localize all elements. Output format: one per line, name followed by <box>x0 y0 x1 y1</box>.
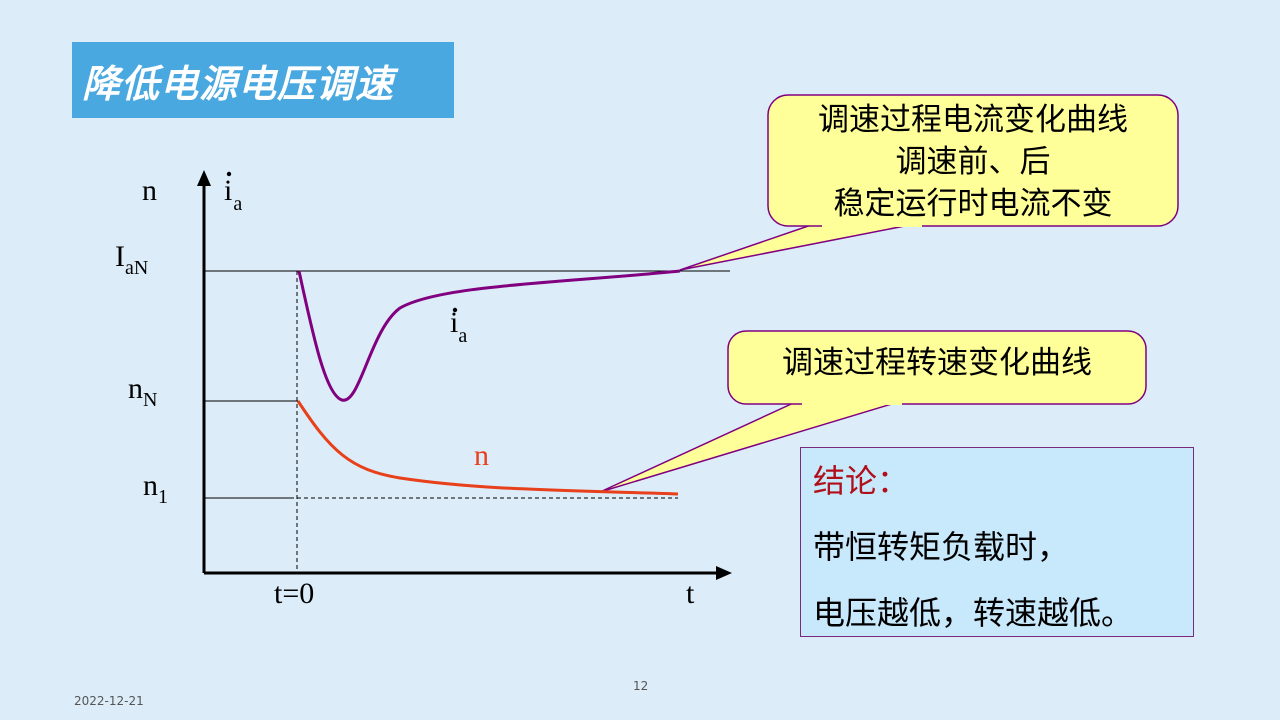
callout-current-line-2: 调速前、后 <box>896 144 1051 180</box>
x-origin-label: t=0 <box>274 577 314 610</box>
conclusion-box: 结论： 带恒转矩负载时， 电压越低，转速越低。 <box>800 447 1194 637</box>
footer-date: 2022-12-21 <box>74 694 144 708</box>
x-axis-arrow <box>716 566 732 580</box>
y-axis-current-label: ia <box>224 174 242 215</box>
slide-title: 降低电源电压调速 <box>82 61 395 106</box>
n1-label: n1 <box>143 469 168 508</box>
callout-speed-text: 调速过程转速变化曲线 <box>782 345 1092 381</box>
current-curve-dot-mark <box>452 307 458 313</box>
callout-current-tail <box>679 221 926 271</box>
current-curve <box>297 269 681 402</box>
y-axis-speed-label: n <box>142 174 157 207</box>
y-axis-arrow <box>197 170 211 186</box>
current-dot-mark <box>226 171 232 177</box>
conclusion-line-2: 电压越低，转速越低。 <box>813 594 1134 632</box>
speed-curve <box>296 400 679 496</box>
speed-curve-label: n <box>474 439 489 472</box>
conclusion-heading: 结论： <box>813 462 910 500</box>
page-number: 12 <box>633 679 649 693</box>
callout-current-line-1: 调速过程电流变化曲线 <box>818 102 1128 138</box>
current-curve-label: ia <box>450 306 467 347</box>
conclusion-line-1: 带恒转矩负载时， <box>813 528 1070 566</box>
callout-current-bubble <box>767 94 1179 227</box>
title-banner: 降低电源电压调速 <box>72 42 454 118</box>
x-axis-label: t <box>686 577 695 610</box>
callout-current-line-3: 稳定运行时电流不变 <box>834 186 1113 222</box>
callout-speed-bubble <box>727 330 1147 405</box>
nN-label: nN <box>128 372 157 411</box>
IaN-label: IaN <box>115 240 148 279</box>
